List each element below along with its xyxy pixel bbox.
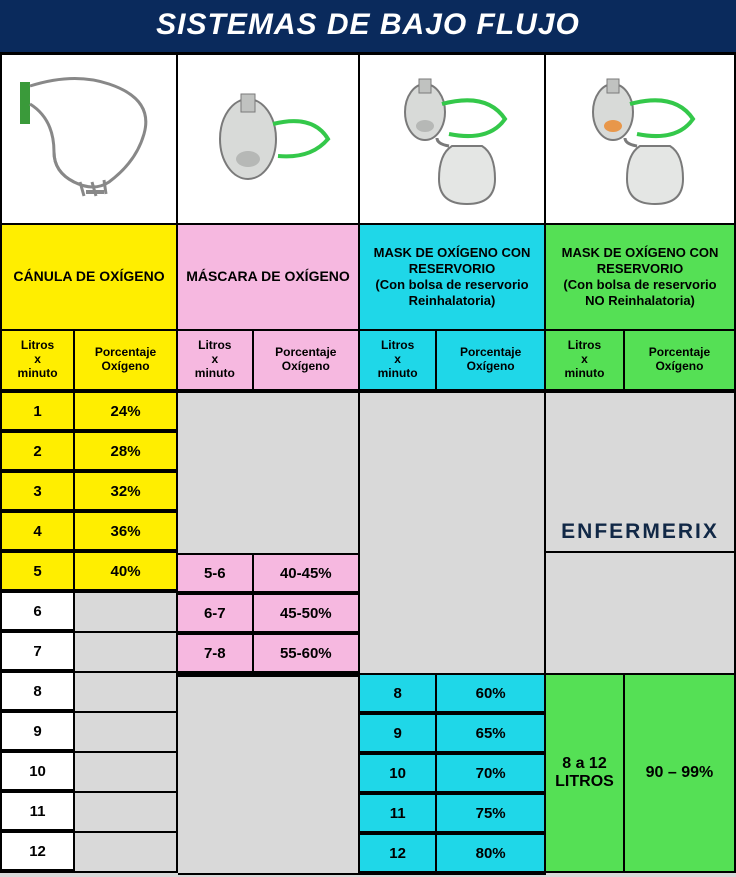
cell-litros: 5-6 xyxy=(178,555,254,593)
cell-porcentaje xyxy=(75,833,176,871)
reservorio-re-name: MASK DE OXÍGENO CON RESERVORIO (Con bols… xyxy=(360,225,546,331)
oxygen-systems-table: CÁNULA DE OXÍGENO Litros x minuto Porcen… xyxy=(0,55,736,875)
table-row: 7-855-60% xyxy=(178,635,360,675)
table-row: 11 xyxy=(0,793,178,833)
reservorio-re-headers: Litros x minuto Porcentaje Oxígeno xyxy=(360,331,546,393)
hdr-litros: Litros x minuto xyxy=(178,331,254,391)
table-row: 436% xyxy=(0,513,178,553)
table-row: 5-640-45% xyxy=(178,555,360,595)
cell-litros: 7-8 xyxy=(178,635,254,673)
reservorio-no-name: MASK DE OXÍGENO CON RESERVORIO (Con bols… xyxy=(546,225,736,331)
cell-porcentaje: 60% xyxy=(437,675,544,713)
cell-porcentaje: 40-45% xyxy=(254,555,358,593)
cell-litros: 8 xyxy=(360,675,437,713)
table-row: 540% xyxy=(0,553,178,593)
hdr-litros: Litros x minuto xyxy=(360,331,437,391)
cell-litros: 4 xyxy=(2,513,75,551)
table-row: 6-745-50% xyxy=(178,595,360,635)
col-reservorio-re: MASK DE OXÍGENO CON RESERVORIO (Con bols… xyxy=(360,55,546,875)
mascara-name: MÁSCARA DE OXÍGENO xyxy=(178,225,360,331)
cell-litros: 2 xyxy=(2,433,75,471)
blank xyxy=(546,393,736,513)
blank xyxy=(546,553,736,673)
hdr-porc: Porcentaje Oxígeno xyxy=(254,331,358,391)
table-row: 7 xyxy=(0,633,178,673)
mascara-headers: Litros x minuto Porcentaje Oxígeno xyxy=(178,331,360,393)
cell-litros: 10 xyxy=(360,755,437,793)
cell-porcentaje xyxy=(75,673,176,711)
cell-porcentaje: 28% xyxy=(75,433,176,471)
table-row: 10 xyxy=(0,753,178,793)
cell-porcentaje xyxy=(75,713,176,751)
canula-image xyxy=(0,55,178,225)
cell-porcentaje: 65% xyxy=(437,715,544,753)
cell-litros: 8 xyxy=(2,673,75,711)
cell-litros: 6 xyxy=(2,593,75,631)
table-row: 1280% xyxy=(360,835,546,875)
cell-porcentaje: 24% xyxy=(75,393,176,431)
reservorio-no-headers: Litros x minuto Porcentaje Oxígeno xyxy=(546,331,736,393)
table-row: 860% xyxy=(360,675,546,715)
blank xyxy=(178,393,360,553)
mascara-image xyxy=(178,55,360,225)
cell-litros: 12 xyxy=(2,833,75,871)
cell-porcentaje xyxy=(75,793,176,831)
cell-porcentaje xyxy=(75,593,176,631)
reservorio-no-image xyxy=(546,55,736,225)
cell-porcentaje: 80% xyxy=(437,835,544,873)
table-row: 9 xyxy=(0,713,178,753)
cell-litros: 9 xyxy=(2,713,75,751)
canula-name: CÁNULA DE OXÍGENO xyxy=(0,225,178,331)
watermark: ENFERMERIX xyxy=(546,513,736,553)
cell-porcentaje: 55-60% xyxy=(254,635,358,673)
blank xyxy=(178,675,360,875)
col-mascara: MÁSCARA DE OXÍGENO Litros x minuto Porce… xyxy=(178,55,360,875)
table-row: 12 xyxy=(0,833,178,873)
cell-litros: 9 xyxy=(360,715,437,753)
cell-litros: 12 xyxy=(360,835,437,873)
summary-litros: 8 a 12 LITROS xyxy=(546,675,625,871)
reservorio-re-image xyxy=(360,55,546,225)
summary-porc: 90 – 99% xyxy=(625,675,734,871)
table-row: 1070% xyxy=(360,755,546,795)
cell-porcentaje: 40% xyxy=(75,553,176,591)
blank xyxy=(360,393,546,673)
table-row: 8 xyxy=(0,673,178,713)
cell-litros: 10 xyxy=(2,753,75,791)
cell-litros: 6-7 xyxy=(178,595,254,633)
cell-litros: 11 xyxy=(360,795,437,833)
table-row: 332% xyxy=(0,473,178,513)
hdr-porc: Porcentaje Oxígeno xyxy=(75,331,176,391)
table-row: 6 xyxy=(0,593,178,633)
hdr-porc: Porcentaje Oxígeno xyxy=(625,331,734,391)
cell-litros: 5 xyxy=(2,553,75,591)
table-row: 965% xyxy=(360,715,546,755)
cell-porcentaje xyxy=(75,753,176,791)
cell-porcentaje: 70% xyxy=(437,755,544,793)
cell-porcentaje: 75% xyxy=(437,795,544,833)
cell-litros: 3 xyxy=(2,473,75,511)
hdr-porc: Porcentaje Oxígeno xyxy=(437,331,544,391)
cell-litros: 1 xyxy=(2,393,75,431)
hdr-litros: Litros x minuto xyxy=(2,331,75,391)
table-row: 124% xyxy=(0,393,178,433)
cell-porcentaje xyxy=(75,633,176,671)
canula-headers: Litros x minuto Porcentaje Oxígeno xyxy=(0,331,178,393)
hdr-litros: Litros x minuto xyxy=(546,331,625,391)
reservorio-no-summary: 8 a 12 LITROS 90 – 99% xyxy=(546,673,736,873)
cell-porcentaje: 32% xyxy=(75,473,176,511)
table-row: 1175% xyxy=(360,795,546,835)
cell-porcentaje: 36% xyxy=(75,513,176,551)
cell-porcentaje: 45-50% xyxy=(254,595,358,633)
table-row: 228% xyxy=(0,433,178,473)
cell-litros: 11 xyxy=(2,793,75,831)
col-canula: CÁNULA DE OXÍGENO Litros x minuto Porcen… xyxy=(0,55,178,875)
col-reservorio-no: MASK DE OXÍGENO CON RESERVORIO (Con bols… xyxy=(546,55,736,875)
cell-litros: 7 xyxy=(2,633,75,671)
page-title: SISTEMAS DE BAJO FLUJO xyxy=(0,0,736,55)
